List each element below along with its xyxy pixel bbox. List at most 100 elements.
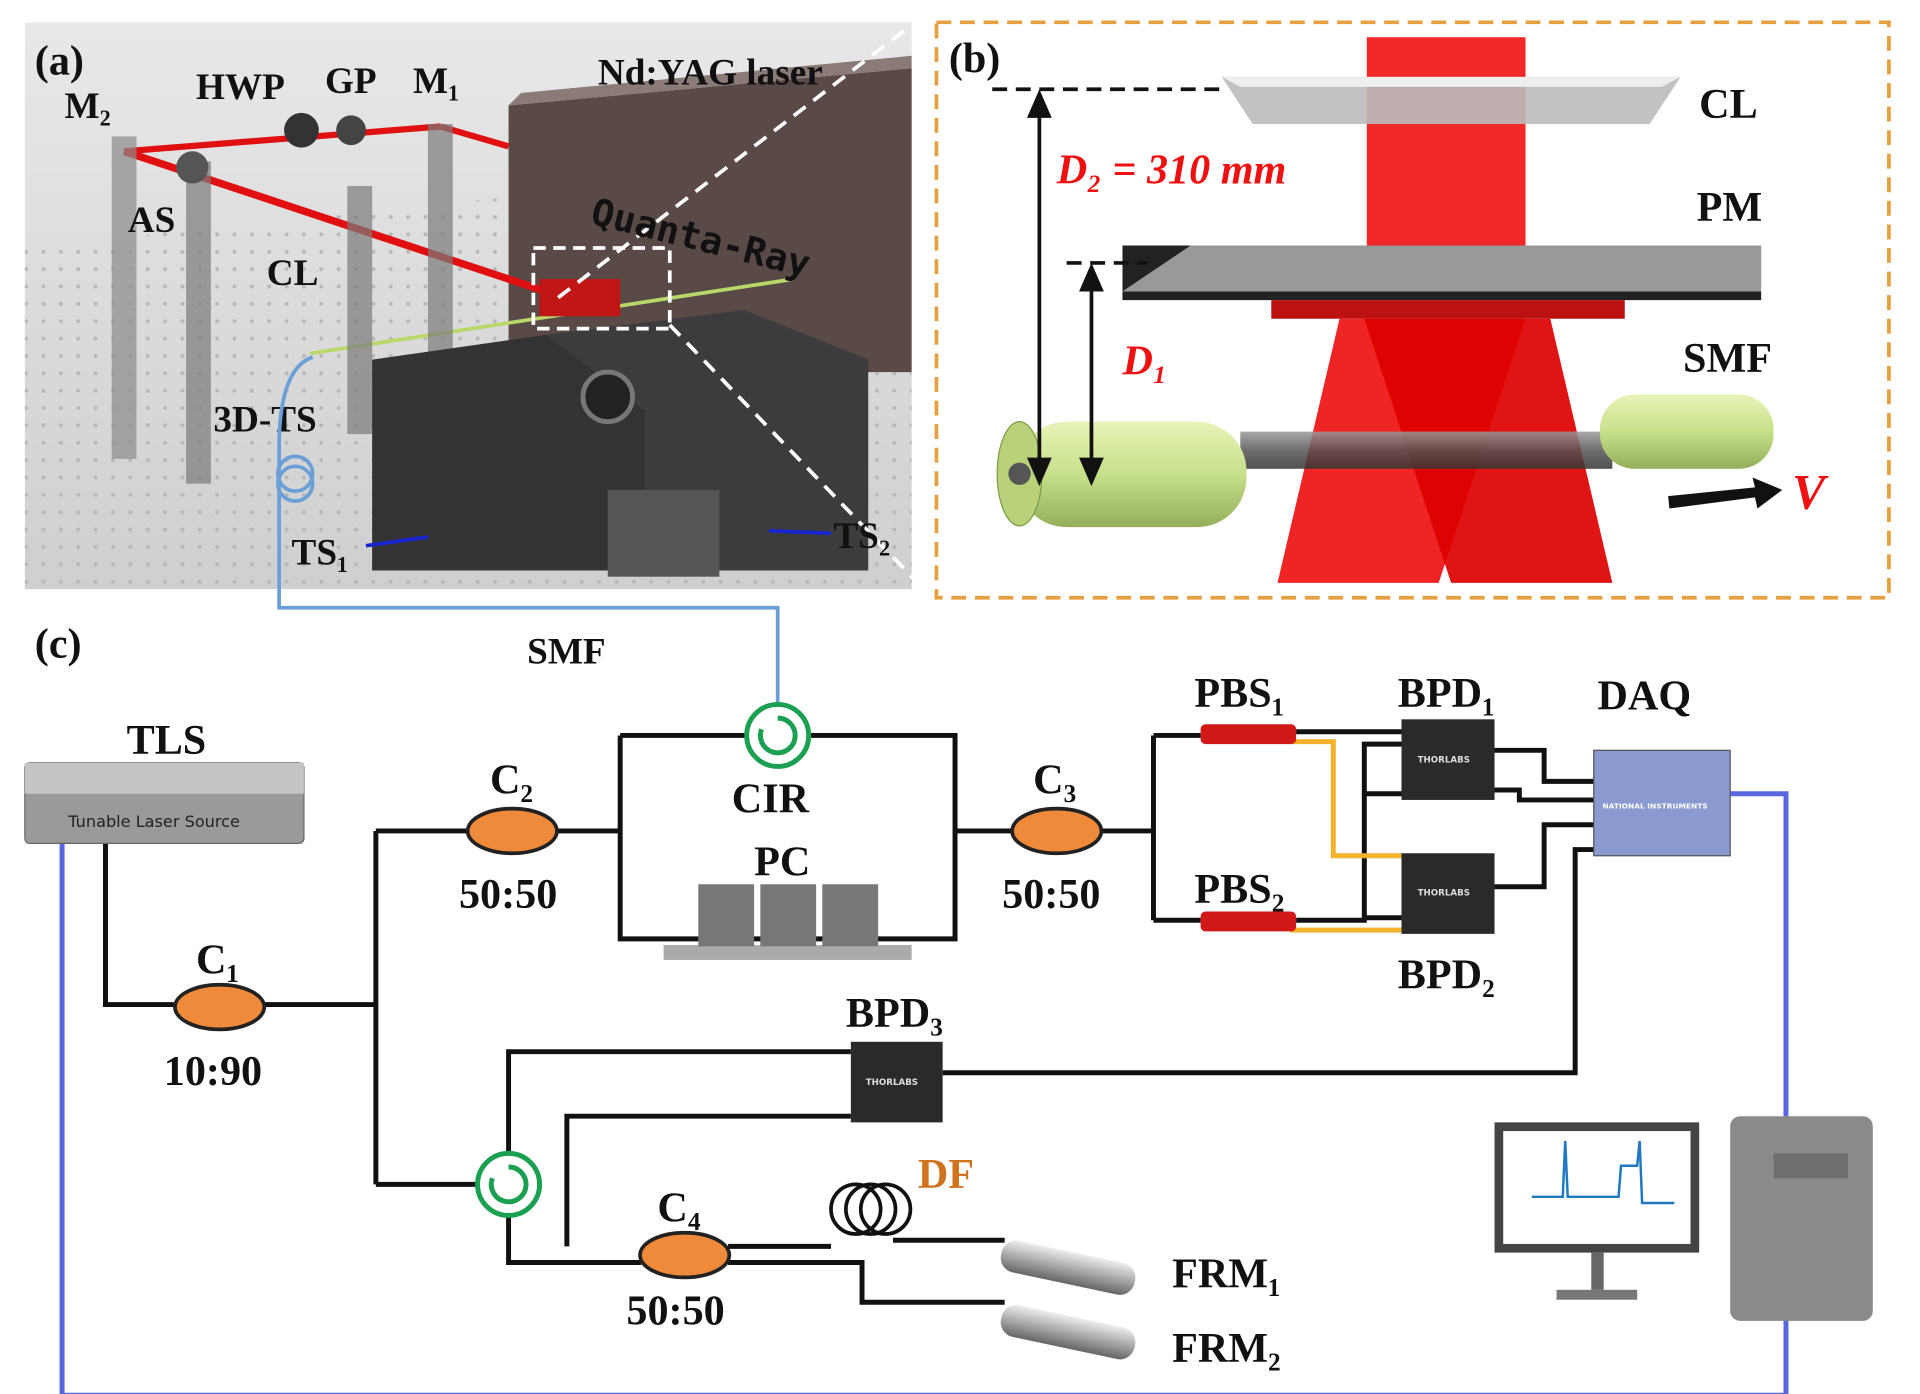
- tls-top: [24, 762, 304, 794]
- bpd: [850, 1041, 943, 1123]
- plate: [1122, 245, 1762, 292]
- coupler: [173, 982, 267, 1032]
- frm: [1000, 1304, 1136, 1360]
- aperture: [176, 151, 209, 184]
- label: PBS₁: [1194, 670, 1284, 717]
- label: BPD₃: [846, 990, 943, 1037]
- label: GP: [325, 61, 377, 102]
- label: D₁: [1121, 338, 1167, 385]
- screen-trace: [1531, 1140, 1675, 1205]
- pc-base: [663, 945, 912, 960]
- label: PM: [1697, 184, 1763, 231]
- label: AS: [128, 200, 176, 241]
- panel-c: (c) SMF TLS Tunable Laser Source C₁ 10:9…: [24, 355, 1873, 1394]
- df-coil: [829, 1182, 883, 1236]
- label: DAQ: [1597, 672, 1691, 719]
- label: BPD₂: [1398, 951, 1495, 998]
- beam: [123, 123, 441, 155]
- pc-paddle: [822, 884, 879, 947]
- coupler: [638, 1230, 732, 1280]
- label: 50:50: [459, 871, 557, 918]
- monitor-stand: [1591, 1252, 1604, 1290]
- usb-cable: [59, 791, 1789, 1394]
- label: CIR: [732, 775, 810, 822]
- monitor-screen: [1503, 1131, 1691, 1244]
- zoom-box: [531, 246, 672, 331]
- label: 50:50: [1002, 871, 1100, 918]
- smf-fiber: [277, 355, 780, 705]
- arrow: [768, 528, 832, 536]
- device-label: THORLABS: [1418, 756, 1470, 766]
- bpd: [1401, 719, 1495, 800]
- plate-edge: [1122, 291, 1762, 301]
- post: [111, 136, 137, 459]
- label: 3D-TS: [213, 400, 316, 441]
- label: SMF: [1683, 335, 1772, 382]
- pc-paddle: [760, 884, 817, 947]
- circulator-arrow: [757, 715, 798, 756]
- pc-paddle: [698, 884, 755, 947]
- label: SMF: [527, 632, 606, 673]
- label: C₄: [657, 1185, 700, 1232]
- laser-window: [539, 279, 621, 317]
- fiber-rod: [1240, 431, 1613, 469]
- label: CL: [1699, 81, 1758, 128]
- zoom-line: [668, 323, 920, 585]
- device-label: Tunable Laser Source: [67, 812, 240, 831]
- laser-top: [508, 55, 912, 106]
- zoom-line: [557, 23, 913, 300]
- computer-vent: [1773, 1153, 1848, 1179]
- frm: [1000, 1240, 1136, 1295]
- daq-device: [1593, 749, 1731, 857]
- label: 10:90: [164, 1048, 262, 1095]
- stage: [545, 310, 869, 571]
- label: PC: [754, 839, 810, 886]
- label: FRM₂: [1172, 1325, 1281, 1372]
- df-coil: [858, 1182, 913, 1236]
- label: TS₁: [292, 532, 349, 573]
- post: [347, 186, 373, 435]
- ts2-stage: [607, 489, 720, 577]
- label: TLS: [127, 717, 207, 764]
- yellow-fiber: [1289, 739, 1402, 933]
- post: [186, 161, 211, 484]
- label: HWP: [196, 67, 285, 108]
- fiber-path: [103, 729, 1594, 1305]
- bpd: [1401, 853, 1495, 934]
- label: CL: [267, 253, 319, 294]
- stage: [372, 334, 645, 571]
- arrowhead: [1026, 457, 1052, 487]
- panel-a: (a) M₂ HWP GP M₁ Nd:YAG laser AS CL Quan…: [24, 22, 920, 590]
- coupler: [465, 806, 559, 856]
- coupler: [1010, 806, 1104, 856]
- fiber-holder: [1017, 421, 1247, 528]
- fiber-holder: [1599, 394, 1774, 469]
- label: DF: [918, 1151, 974, 1198]
- label: M₂: [65, 86, 111, 127]
- label: C₁: [196, 937, 239, 984]
- computer: [1730, 1116, 1873, 1321]
- panel-border: [934, 20, 1891, 600]
- label: C₂: [490, 757, 533, 804]
- label: PBS₂: [1194, 866, 1284, 913]
- label: FRM₁: [1172, 1250, 1281, 1297]
- label: TS₂: [833, 516, 890, 557]
- label: M₁: [413, 61, 459, 102]
- fiber-core: [1008, 462, 1031, 485]
- circulator: [744, 701, 812, 769]
- panel-tag: (c): [35, 620, 82, 667]
- label: V: [1792, 464, 1829, 519]
- fiber-coil: [276, 464, 315, 503]
- arrow: [365, 535, 429, 548]
- label: 50:50: [626, 1288, 724, 1335]
- label: C₃: [1033, 757, 1076, 804]
- panel-tag: (b): [949, 35, 1001, 82]
- monitor-base: [1556, 1289, 1638, 1300]
- pbs: [1200, 911, 1297, 932]
- device-label: THORLABS: [866, 1078, 918, 1088]
- mount: [580, 369, 636, 425]
- pbs: [1200, 724, 1297, 745]
- device-label: THORLABS: [1418, 888, 1470, 898]
- arrowhead: [1026, 89, 1052, 118]
